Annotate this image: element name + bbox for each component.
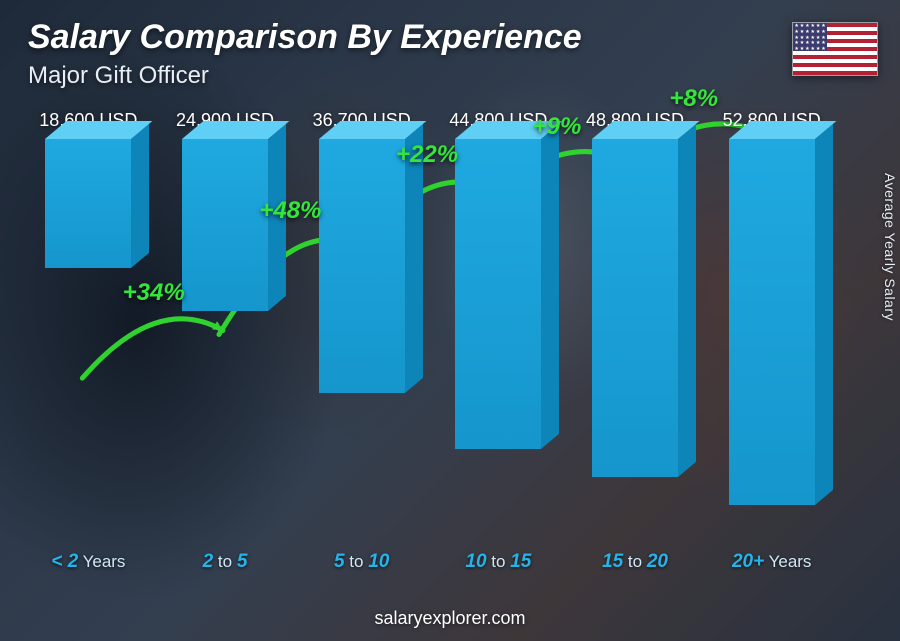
- y-axis-label: Average Yearly Salary: [882, 173, 898, 321]
- bar-slot: 52,800 USD: [703, 110, 840, 541]
- bar-slot: 24,900 USD: [157, 110, 294, 541]
- x-axis-label: 15 to 20: [567, 551, 704, 581]
- x-axis-label: 2 to 5: [157, 551, 294, 581]
- page-title: Salary Comparison By Experience: [28, 18, 582, 57]
- x-axis-label: 20+ Years: [703, 551, 840, 581]
- pct-change-label: +9%: [533, 113, 582, 141]
- bar: [45, 139, 131, 268]
- bar-slot: 48,800 USD: [567, 110, 704, 541]
- bar-slot: 18,600 USD: [20, 110, 157, 541]
- pct-change-label: +22%: [396, 141, 458, 169]
- bar: [729, 139, 815, 505]
- page-subtitle: Major Gift Officer: [28, 62, 209, 90]
- pct-change-label: +8%: [669, 85, 718, 113]
- pct-change-label: +34%: [123, 279, 185, 307]
- x-axis-label: 10 to 15: [430, 551, 567, 581]
- footer-credit: salaryexplorer.com: [0, 608, 900, 629]
- bar: [592, 139, 678, 477]
- x-axis: < 2 Years2 to 55 to 1010 to 1515 to 2020…: [20, 551, 840, 581]
- bar-slot: 44,800 USD: [430, 110, 567, 541]
- infographic-stage: Salary Comparison By Experience Major Gi…: [0, 0, 900, 641]
- bar-area: 18,600 USD24,900 USD36,700 USD44,800 USD…: [20, 110, 840, 541]
- x-axis-label: 5 to 10: [293, 551, 430, 581]
- pct-change-label: +48%: [259, 197, 321, 225]
- bar-slot: 36,700 USD: [293, 110, 430, 541]
- bar: [319, 139, 405, 393]
- salary-bar-chart: 18,600 USD24,900 USD36,700 USD44,800 USD…: [20, 110, 840, 581]
- us-flag-icon: ★★★★★★★★★★★★★★★★★★★★★★★★★★★★★★: [792, 22, 878, 76]
- x-axis-label: < 2 Years: [20, 551, 157, 581]
- bar: [182, 139, 268, 311]
- bar: [455, 139, 541, 449]
